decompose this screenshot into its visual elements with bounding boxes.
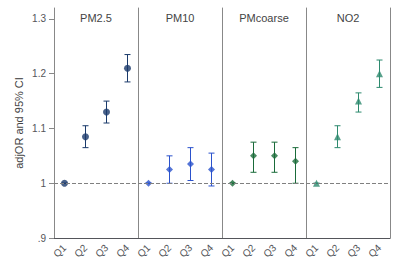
svg-text:.9: .9 xyxy=(38,233,47,244)
svg-text:Q1: Q1 xyxy=(135,242,153,260)
svg-text:Q1: Q1 xyxy=(303,242,321,260)
svg-text:Q3: Q3 xyxy=(345,242,363,260)
svg-text:Q3: Q3 xyxy=(261,242,279,260)
svg-text:PM10: PM10 xyxy=(166,12,195,24)
svg-text:1.3: 1.3 xyxy=(32,13,46,24)
svg-text:Q4: Q4 xyxy=(366,242,384,260)
svg-text:PMcoarse: PMcoarse xyxy=(239,12,289,24)
svg-text:Q2: Q2 xyxy=(324,242,342,260)
svg-text:Q1: Q1 xyxy=(219,242,237,260)
svg-text:Q4: Q4 xyxy=(114,242,132,260)
svg-text:Q2: Q2 xyxy=(156,242,174,260)
svg-text:Q4: Q4 xyxy=(198,242,216,260)
svg-text:Q2: Q2 xyxy=(72,242,90,260)
svg-text:PM2.5: PM2.5 xyxy=(80,12,112,24)
svg-text:1: 1 xyxy=(40,178,46,189)
svg-text:1.1: 1.1 xyxy=(32,123,46,134)
svg-text:Q3: Q3 xyxy=(177,242,195,260)
svg-text:1.2: 1.2 xyxy=(32,68,46,79)
svg-text:Q1: Q1 xyxy=(51,242,69,260)
svg-text:Q4: Q4 xyxy=(282,242,300,260)
svg-text:Q2: Q2 xyxy=(240,242,258,260)
svg-text:adjOR and 95% CI: adjOR and 95% CI xyxy=(13,77,25,169)
svg-text:NO2: NO2 xyxy=(337,12,360,24)
svg-text:Q3: Q3 xyxy=(93,242,111,260)
